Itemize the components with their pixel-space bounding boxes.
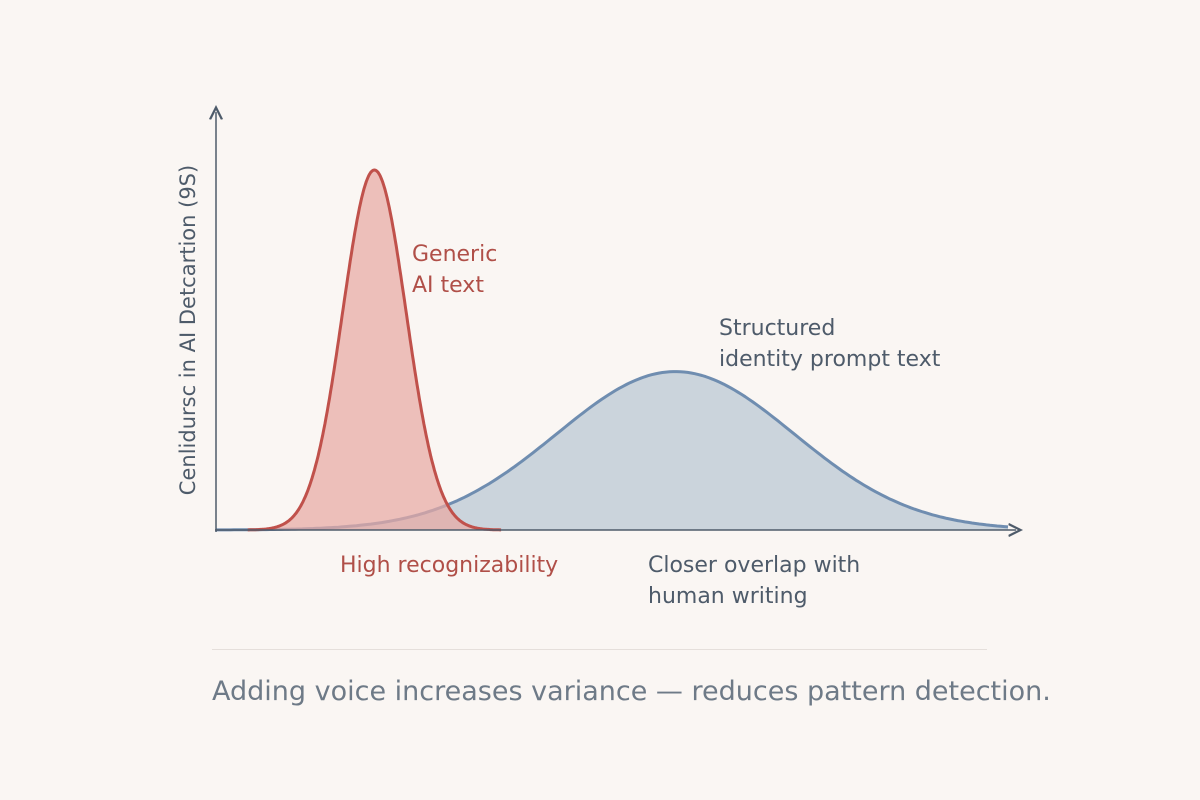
- annotation-generic-ai-text: Generic AI text: [412, 242, 498, 298]
- curve-generic-ai-text: [247, 168, 502, 532]
- area-structured-identity-prompt-text: [216, 371, 1008, 530]
- annotation-closer-overlap: Closer overlap with human writing: [648, 553, 861, 609]
- y-axis-label: Cenlidursc in AI Detcartion (9S): [176, 164, 200, 496]
- divider: [212, 649, 987, 650]
- annotation-high-recognizability: High recognizability: [340, 553, 559, 578]
- area-generic-ai-text: [247, 170, 502, 530]
- caption: Adding voice increases variance — reduce…: [212, 676, 1051, 707]
- annotation-structured-identity-prompt-text: Structured identity prompt text: [719, 316, 941, 372]
